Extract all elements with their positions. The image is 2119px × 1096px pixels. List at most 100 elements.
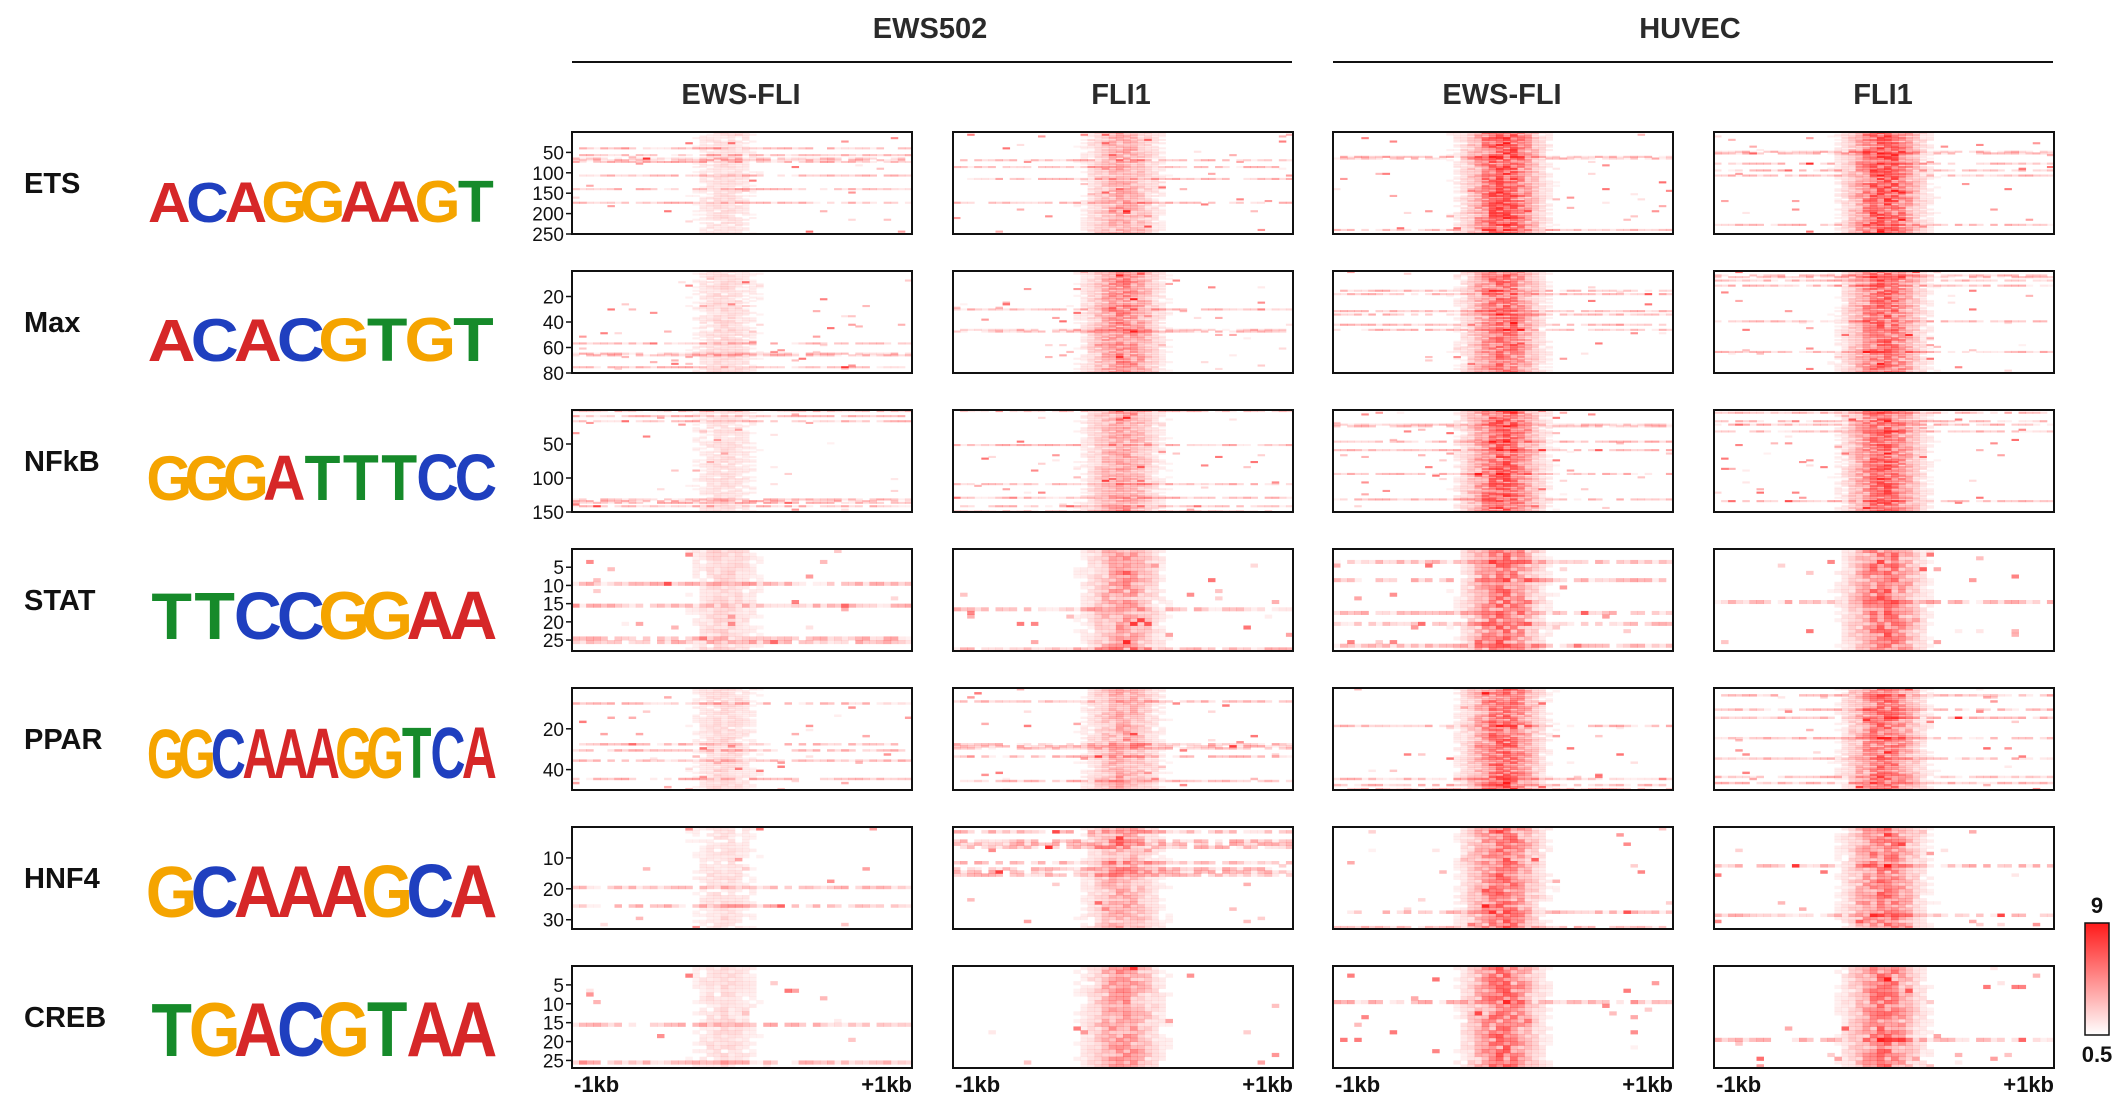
heatmap-cell — [727, 322, 736, 325]
heatmap-cell — [1073, 367, 1081, 370]
heatmap-cell — [1531, 179, 1539, 182]
heatmap-cell — [1080, 155, 1088, 158]
heatmap-cell — [1474, 200, 1483, 203]
heatmap-cell — [1898, 160, 1906, 163]
heatmap-cell — [1467, 147, 1476, 150]
heatmap-cell — [1912, 159, 1920, 162]
heatmap-cell — [1488, 189, 1497, 192]
heatmap-cell — [1101, 203, 1110, 206]
heatmap-cell — [678, 281, 686, 284]
heatmap-cell — [1869, 145, 1878, 148]
heatmap-cell — [819, 352, 828, 355]
heatmap-cell — [1094, 286, 1103, 289]
heatmap-cell — [1905, 194, 1913, 197]
heatmap-cell — [1137, 301, 1145, 304]
heatmap-cell — [727, 281, 736, 284]
heatmap-cell — [1595, 228, 1603, 231]
heatmap-panel-max-3 — [1332, 270, 1674, 374]
heatmap-cell — [706, 137, 715, 140]
heatmap-cell — [1848, 186, 1857, 189]
heatmap-cell — [720, 320, 729, 323]
heatmap-cell — [1453, 164, 1461, 167]
heatmap-cell — [579, 342, 587, 345]
heatmap-cell — [706, 308, 715, 311]
heatmap-cell — [1137, 349, 1145, 352]
heatmap-cell — [720, 354, 729, 357]
heatmap-cell — [1855, 169, 1864, 172]
heatmap-cell — [1884, 191, 1892, 194]
heatmap-cell — [1834, 138, 1842, 141]
heatmap-cell — [671, 342, 679, 345]
heatmap-cell — [699, 200, 707, 203]
heatmap-cell — [1130, 315, 1138, 318]
heatmap-cell — [1538, 159, 1546, 162]
heatmap-cell — [1080, 367, 1088, 370]
heatmap-cell — [1495, 208, 1504, 211]
heatmap-cell — [1481, 223, 1490, 226]
heatmap-cell — [1080, 138, 1088, 141]
heatmap-cell — [1108, 133, 1117, 136]
heatmap-cell — [586, 174, 594, 177]
heatmap-cell — [1891, 179, 1899, 182]
heatmap-cell — [1165, 277, 1173, 280]
heatmap-cell — [1552, 223, 1561, 226]
heatmap-cell — [1855, 181, 1864, 184]
heatmap-cell — [1869, 140, 1878, 143]
heatmap-cell — [1165, 177, 1173, 180]
heatmap-cell — [1080, 345, 1088, 348]
heatmap-cell — [727, 315, 736, 318]
heatmap-cell — [1123, 293, 1131, 296]
heatmap-cell — [1009, 166, 1018, 169]
heatmap-cell — [1151, 198, 1159, 201]
heatmap-cell — [1905, 174, 1913, 177]
heatmap-cell — [628, 160, 637, 163]
heatmap-cell — [777, 352, 785, 355]
heatmap-cell — [1115, 332, 1124, 335]
heatmap-cell — [1123, 291, 1131, 294]
heatmap-cell — [1524, 174, 1532, 177]
heatmap-cell — [1898, 184, 1906, 187]
heatmap-cell — [734, 357, 743, 360]
heatmap-cell — [1101, 291, 1110, 294]
heatmap-cell — [1862, 149, 1871, 152]
heatmap-cell — [1467, 201, 1476, 204]
heatmap-cell — [1158, 201, 1166, 204]
heatmap-cell — [1531, 132, 1539, 135]
heatmap-cell — [1123, 138, 1131, 141]
heatmap-cell — [1862, 183, 1871, 186]
heatmap-cell — [1137, 347, 1145, 350]
heatmap-cell — [756, 157, 764, 160]
heatmap-cell — [1123, 328, 1131, 331]
heatmap-cell — [2032, 169, 2041, 172]
heatmap-cell — [720, 349, 729, 352]
heatmap-cell — [1151, 211, 1159, 214]
heatmap-cell — [1969, 169, 1977, 172]
heatmap-cell — [1848, 176, 1857, 179]
heatmap-cell — [1108, 223, 1117, 226]
heatmap-cell — [953, 201, 961, 204]
heatmap-cell — [1905, 198, 1913, 201]
heatmap-cell — [1919, 203, 1927, 206]
heatmap-cell — [727, 189, 736, 192]
heatmap-cell — [1144, 217, 1152, 220]
heatmap-cell — [607, 205, 615, 208]
heatmap-cell — [1467, 230, 1476, 233]
heatmap-cell — [770, 352, 778, 355]
heatmap-cell — [614, 174, 622, 177]
heatmap-cell — [1474, 205, 1483, 208]
heatmap-cell — [1094, 340, 1103, 343]
heatmap-cell — [734, 311, 743, 314]
heatmap-cell — [1869, 157, 1878, 160]
heatmap-cell — [1130, 201, 1138, 204]
heatmap-cell — [742, 142, 750, 145]
heatmap-cell — [1898, 149, 1906, 152]
heatmap-cell — [1869, 149, 1878, 152]
heatmap-cell — [1087, 342, 1096, 345]
heatmap-cell — [727, 296, 736, 299]
heatmap-cell — [1545, 203, 1553, 206]
heatmap-cell — [1460, 137, 1468, 140]
heatmap-cell — [1834, 176, 1842, 179]
heatmap-cell — [1869, 143, 1878, 146]
heatmap-cell — [1144, 188, 1152, 191]
heatmap-cell — [1517, 181, 1525, 184]
